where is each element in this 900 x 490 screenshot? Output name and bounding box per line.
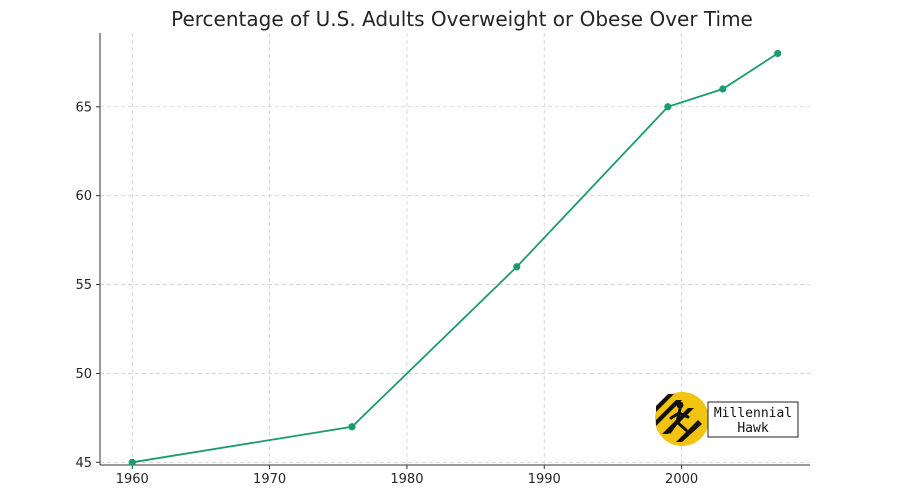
series-line — [132, 52, 779, 464]
data-point — [513, 263, 521, 271]
x-tick-label: 1980 — [390, 472, 423, 487]
runner-icon — [656, 394, 702, 442]
x-tick-label: 2000 — [665, 472, 698, 487]
y-ticks: 45 50 55 60 65 — [75, 100, 100, 471]
data-point — [348, 423, 356, 431]
grid-lines — [100, 33, 810, 465]
logo-text-box — [707, 401, 799, 438]
chart-title: Percentage of U.S. Adults Overweight or … — [171, 7, 753, 31]
y-tick-label: 55 — [75, 278, 92, 293]
y-tick-label: 65 — [75, 100, 92, 115]
axes — [99, 33, 810, 466]
logo-line1: Millennial — [714, 406, 792, 421]
data-point — [774, 49, 782, 58]
data-point — [664, 103, 672, 111]
x-ticks: 1960 1970 1980 1990 2000 — [116, 465, 698, 487]
millennial-hawk-logo: Millennial Hawk — [655, 392, 799, 446]
data-point — [128, 458, 136, 466]
y-tick-label: 50 — [75, 367, 92, 382]
x-tick-label: 1960 — [116, 472, 149, 487]
y-tick-label: 45 — [75, 456, 92, 471]
x-tick-label: 1990 — [528, 472, 561, 487]
y-tick-label: 60 — [75, 189, 92, 204]
data-point — [719, 85, 727, 93]
x-tick-label: 1970 — [253, 472, 286, 487]
logo-line2: Hawk — [737, 421, 768, 436]
data-series — [128, 49, 782, 466]
